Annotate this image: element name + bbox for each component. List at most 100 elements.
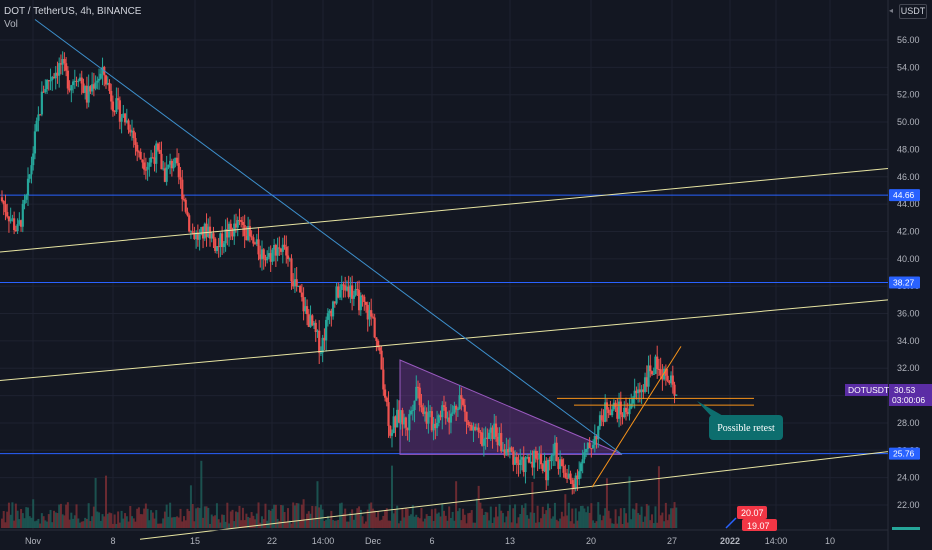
candle-body	[77, 80, 80, 82]
candle-body	[196, 232, 199, 240]
volume-bar	[441, 503, 444, 528]
candle-body	[203, 223, 206, 239]
volume-bar	[446, 520, 449, 528]
volume-bar	[585, 512, 588, 528]
candle-body	[184, 199, 187, 212]
candle-body	[383, 389, 387, 398]
volume-bar	[547, 503, 549, 528]
x-tick-label: 6	[429, 536, 434, 546]
volume-bar	[597, 502, 600, 528]
candle-body	[585, 449, 588, 453]
chevron-left-icon[interactable]: ◂	[889, 6, 894, 15]
volume-bar	[188, 511, 191, 528]
candle-body	[489, 427, 492, 433]
volume-bar	[359, 509, 362, 528]
annotation-callout[interactable]: Possible retest	[697, 401, 783, 440]
candle-body	[299, 286, 302, 293]
candle-body	[52, 76, 56, 79]
volume-bar	[53, 510, 55, 528]
volume-bar	[228, 523, 231, 528]
volume-bar	[217, 519, 220, 528]
time-axis[interactable]: Nov 8 15 22 14:00 Dec 6 13 20 27 2022 14:00 10	[0, 529, 888, 546]
candle-body	[486, 437, 489, 439]
candle-body	[340, 284, 343, 291]
candle-body	[371, 316, 375, 318]
volume-bar	[196, 507, 199, 528]
volume-bar	[278, 520, 281, 528]
candle-body	[373, 317, 376, 338]
volume-bar	[172, 517, 175, 528]
currency-button[interactable]: USDT	[899, 4, 927, 19]
candle-body	[14, 230, 17, 232]
volume-bar	[443, 510, 445, 528]
candle-body	[590, 448, 593, 450]
volume-bar	[484, 511, 487, 528]
volume-bar	[368, 503, 371, 528]
volume-bar	[640, 506, 643, 528]
volume-bar	[605, 478, 608, 528]
candle-body	[545, 460, 548, 481]
volume-bar	[27, 507, 29, 528]
volume-bar	[548, 508, 551, 528]
volume-bar	[243, 520, 246, 528]
candle-body	[104, 75, 108, 85]
volume-bar	[612, 523, 615, 528]
rising-trendline	[591, 346, 682, 488]
volume-bar	[30, 517, 33, 528]
scroll-indicator[interactable]	[892, 527, 920, 530]
volume-bar	[399, 520, 402, 528]
volume-bar	[269, 510, 272, 528]
candle-body	[241, 222, 245, 225]
y-tick-label: 40.00	[897, 254, 920, 264]
volume-bar	[117, 511, 120, 528]
volume-bar	[384, 509, 387, 528]
volume-bar	[80, 521, 83, 528]
candle-body	[49, 80, 52, 82]
candle-body	[231, 229, 234, 237]
candle-body	[262, 249, 265, 259]
volume-bar	[238, 505, 241, 528]
x-tick-label: Nov	[25, 536, 42, 546]
volume-bar	[351, 509, 354, 528]
candle-body	[657, 369, 661, 371]
volume-bar	[212, 516, 215, 528]
candle-body	[425, 411, 428, 424]
volume-bar	[418, 518, 421, 528]
volume-bar	[411, 505, 414, 528]
y-tick-label: 28.00	[897, 418, 920, 428]
candle-body	[156, 143, 160, 150]
volume-bar	[574, 508, 577, 528]
candle-body	[337, 286, 340, 298]
candle-body	[219, 233, 222, 247]
volume-bar	[174, 517, 177, 528]
volume-bar	[23, 518, 26, 528]
volume-bar	[16, 510, 19, 528]
candle-body	[437, 415, 440, 423]
candle-body	[503, 449, 506, 456]
y-tick-label: 54.00	[897, 62, 920, 72]
candle-body	[380, 350, 383, 370]
volume-bar	[599, 514, 601, 528]
volume-bar	[491, 522, 494, 528]
candle-body	[546, 460, 550, 481]
candle-body	[212, 233, 215, 239]
candle-body	[281, 244, 284, 252]
volume-bar	[475, 498, 478, 528]
candle-body	[143, 162, 146, 170]
candle-body	[543, 460, 546, 471]
candle-body	[361, 295, 364, 297]
triangle-pattern	[399, 359, 623, 455]
volume-bar	[524, 503, 527, 528]
candle-body	[378, 347, 381, 351]
volume-bar	[378, 520, 381, 528]
volume-bar	[552, 516, 555, 528]
y-tick-label: 50.00	[897, 117, 920, 127]
candle-body	[423, 411, 427, 414]
volume-bar	[224, 521, 227, 528]
volume-bar	[261, 516, 263, 528]
volume-bar	[512, 508, 515, 528]
volume-bar	[531, 481, 534, 528]
volume-bar	[649, 520, 652, 528]
candle-body	[71, 81, 75, 86]
